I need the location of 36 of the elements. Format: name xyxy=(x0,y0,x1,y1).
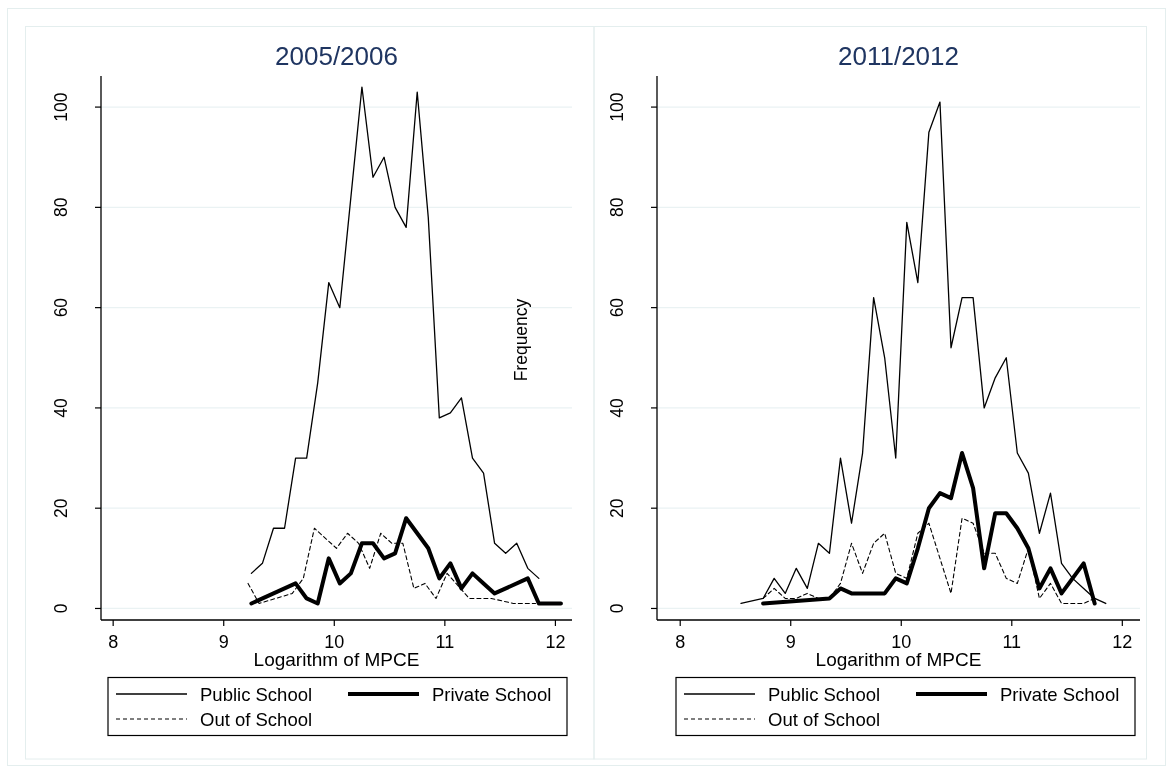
y-tick-label: 40 xyxy=(607,397,628,418)
legend-label: Public School xyxy=(768,683,881,705)
x-tick-label: 12 xyxy=(1112,632,1133,652)
x-tick-label: 9 xyxy=(785,632,796,652)
x-axis-title: Logarithm of MPCE xyxy=(253,649,420,670)
line-series xyxy=(740,101,1107,605)
x-axis-title: Logarithm of MPCE xyxy=(815,649,982,670)
y-tick-label: 40 xyxy=(51,397,72,418)
line-series xyxy=(250,86,540,580)
y-tick-label: 80 xyxy=(51,197,72,218)
legend-label: Public School xyxy=(200,683,313,705)
x-tick-label: 9 xyxy=(218,632,229,652)
y-tick-label: 0 xyxy=(607,603,628,614)
chart-title: 2011/2012 xyxy=(838,41,959,71)
y-tick-label: 80 xyxy=(607,197,628,218)
y-tick-label: 60 xyxy=(51,297,72,318)
x-tick-label: 11 xyxy=(435,632,455,652)
x-tick-label: 8 xyxy=(675,632,686,652)
y-tick-label: 0 xyxy=(51,603,72,614)
x-tick-label: 8 xyxy=(108,632,119,652)
legend-label: Private School xyxy=(1000,683,1120,705)
y-tick-label: 20 xyxy=(51,498,72,518)
legend-label: Private School xyxy=(432,683,552,705)
y-tick-label: 20 xyxy=(607,498,628,518)
y-tick-label: 100 xyxy=(51,92,72,122)
legend-label: Out of School xyxy=(768,708,881,730)
legend-label: Out of School xyxy=(200,708,313,730)
y-tick-label: 100 xyxy=(607,92,628,122)
x-tick-label: 10 xyxy=(891,632,912,652)
y-tick-label: 60 xyxy=(607,297,628,318)
y-axis-title: Frequency xyxy=(511,298,532,382)
line-series xyxy=(249,516,563,606)
chart-title: 2005/2006 xyxy=(275,41,398,71)
x-tick-label: 12 xyxy=(545,632,566,652)
x-tick-label: 11 xyxy=(1002,632,1022,652)
x-tick-label: 10 xyxy=(324,632,345,652)
